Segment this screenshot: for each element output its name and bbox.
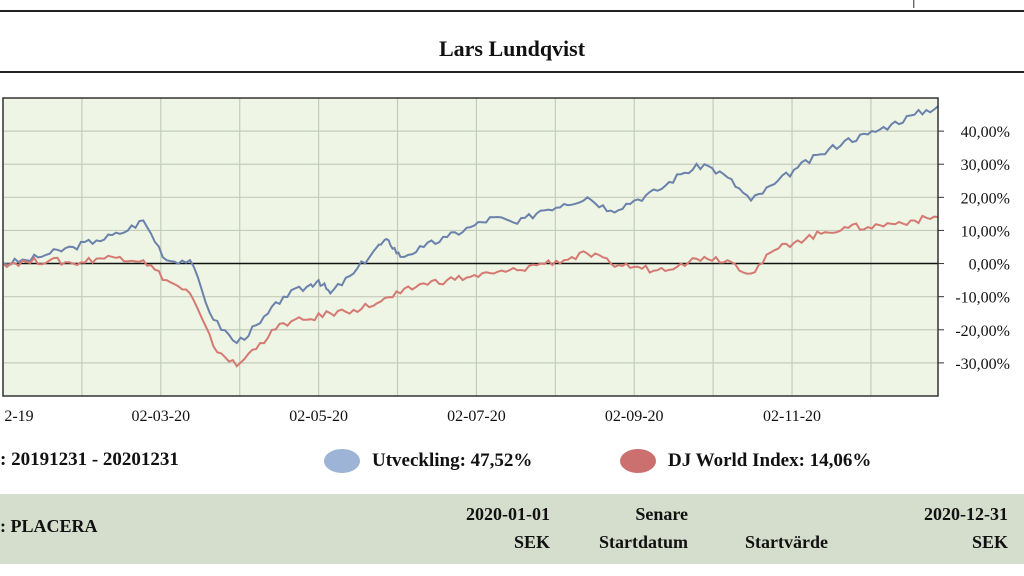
gridlines <box>2 98 938 396</box>
legend: : 20191231 - 20201231 Utveckling: 47,52%… <box>0 446 1024 476</box>
line-chart: 2-19 02-03-20 02-05-20 02-07-20 02-09-20 02-1… <box>2 97 1010 425</box>
corner-mark: | <box>912 0 916 9</box>
x-tick-label: 02-07-20 <box>447 408 506 425</box>
plot-frame <box>2 97 939 397</box>
legend-period: : 20191231 - 20201231 <box>0 449 179 471</box>
y-tick-label: 40,00% <box>961 124 1010 141</box>
legend-label-utveckling: Utveckling: 47,52% <box>372 450 533 471</box>
chart-title: Lars Lundqvist <box>438 36 586 61</box>
start-currency: SEK <box>513 532 550 552</box>
x-tick-label: 02-03-20 <box>131 408 190 425</box>
legend-label-dj-world-index: DJ World Index: 14,06% <box>668 450 872 471</box>
x-tick-label: 02-11-20 <box>763 408 821 425</box>
title-rule <box>0 71 1024 73</box>
plot-area <box>3 98 938 396</box>
col-senare: Senare <box>635 504 688 524</box>
y-axis-labels: 40,00% 30,00% 20,00% 10,00% 0,00% -10,00% -20,… <box>938 124 1010 373</box>
summary-table-header: : PLACERA 2020-01-01 SEK Senare Startdat… <box>0 494 1024 564</box>
y-tick-label: -10,00% <box>955 290 1010 307</box>
end-currency: SEK <box>971 532 1008 552</box>
y-tick-label: -30,00% <box>955 356 1010 373</box>
col-startvarde: Startvärde <box>745 532 828 552</box>
y-tick-label: 10,00% <box>961 223 1010 240</box>
legend-item-utveckling: Utveckling: 47,52% <box>324 449 532 473</box>
x-tick-label: 02-09-20 <box>605 408 664 425</box>
legend-swatch-utveckling <box>324 449 360 473</box>
series-line-dj-world-index <box>2 214 939 368</box>
y-tick-label: 30,00% <box>961 157 1010 174</box>
start-date: 2020-01-01 <box>466 504 550 524</box>
y-tick-label: 0,00% <box>969 257 1010 274</box>
series-line-utveckling <box>2 105 939 345</box>
y-tick-label: -20,00% <box>955 323 1010 340</box>
y-tick-label: 20,00% <box>961 190 1010 207</box>
legend-swatch-dj-world-index <box>620 449 656 473</box>
period-label: : 20191231 - 20201231 <box>0 449 179 470</box>
end-date: 2020-12-31 <box>924 504 1008 524</box>
x-axis-labels: 2-19 02-03-20 02-05-20 02-07-20 02-09-20 02-1… <box>4 408 821 425</box>
top-rule <box>0 10 1024 12</box>
x-tick-label: 02-05-20 <box>289 408 348 425</box>
col-startdatum: Startdatum <box>599 532 688 552</box>
legend-item-dj-world-index: DJ World Index: 14,06% <box>620 449 871 473</box>
holding-name: : PLACERA <box>0 516 98 536</box>
x-tick-label: 2-19 <box>4 408 33 425</box>
